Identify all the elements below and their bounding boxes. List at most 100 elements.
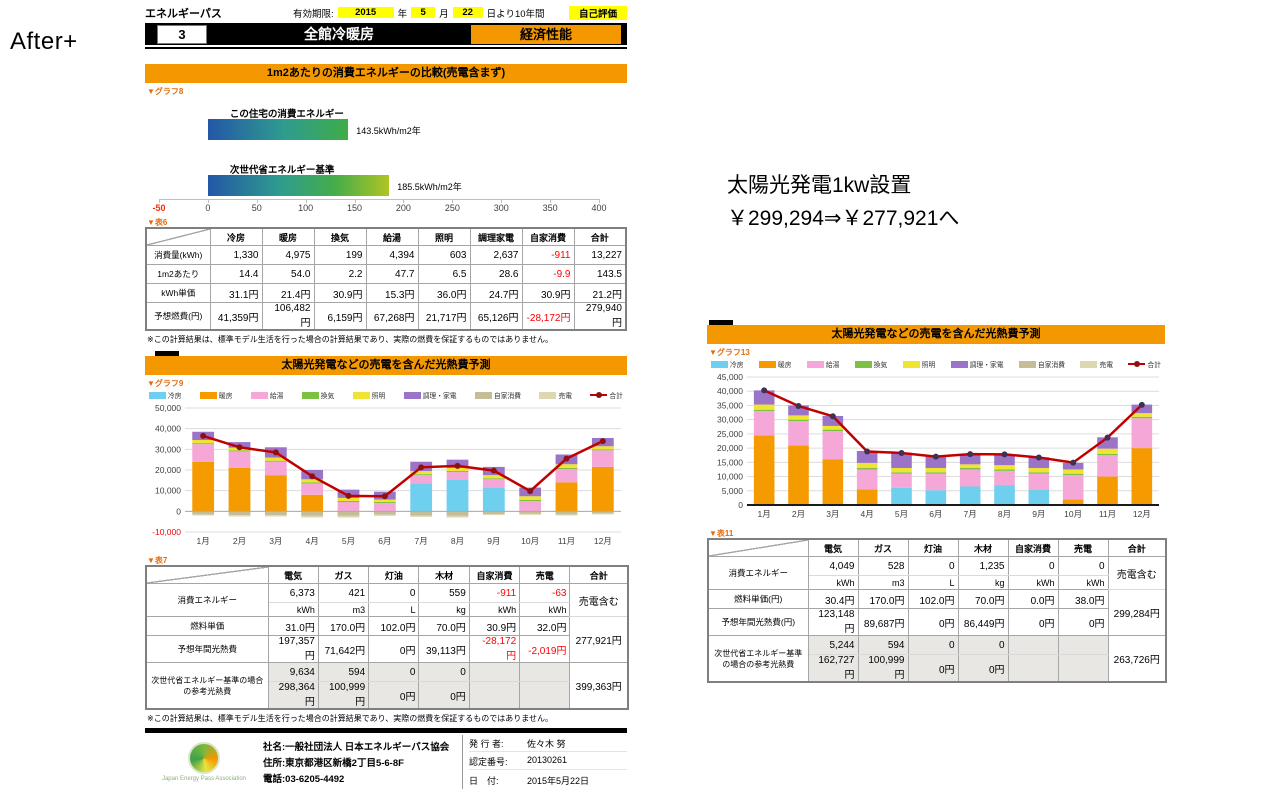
g8-tick-label: -50 xyxy=(152,203,166,213)
table-cell: 2,637 xyxy=(469,245,523,265)
column-header: 給湯 xyxy=(365,227,419,246)
table-cell xyxy=(519,662,571,682)
bar-segment xyxy=(482,514,505,516)
table-cell: 67,268円 xyxy=(365,302,419,331)
y-tick-label: 50,000 xyxy=(155,403,181,413)
table-cell: 14.4 xyxy=(209,264,263,284)
legend-label: 冷房 xyxy=(730,362,744,369)
diagonal-cell xyxy=(145,565,269,584)
column-header: 合計 xyxy=(573,227,627,246)
table-cell: 30.9円 xyxy=(521,283,575,303)
section-marker xyxy=(155,351,179,356)
table-cell: 54.0 xyxy=(261,264,315,284)
total-marker xyxy=(236,444,243,451)
bar-segment xyxy=(264,461,287,476)
y-tick-label: 35,000 xyxy=(717,400,743,410)
mode-title: 全館冷暖房 xyxy=(304,26,374,42)
month-suffix: 月 xyxy=(439,8,449,20)
legend-label: 換気 xyxy=(320,393,335,400)
month-label: 10月 xyxy=(1064,509,1082,519)
row-label: 次世代省エネルギー基準の場合の参考光熱費 xyxy=(145,662,269,710)
bar-segment xyxy=(337,511,360,516)
bar-segment xyxy=(1131,416,1153,419)
column-header: ガス xyxy=(317,565,370,584)
issuer-row: 発 行 者: 佐々木 努 xyxy=(469,736,627,753)
legend-item: 暖房 xyxy=(199,390,233,400)
validity-duration: 日より10年間 xyxy=(486,8,545,20)
legend-item: 売電 xyxy=(539,390,572,400)
bar-segment xyxy=(301,511,324,516)
bar-segment xyxy=(373,514,396,516)
y-tick-label: 40,000 xyxy=(717,386,743,396)
unit-cell: m3 xyxy=(857,575,909,590)
table-cell: 0 xyxy=(1057,556,1109,576)
legend-label: 暖房 xyxy=(777,362,792,369)
column-header: 売電 xyxy=(519,565,571,584)
table-row: 消費エネルギー 4,049 528 0 1,235 0 0 売電含む xyxy=(707,556,1167,590)
y-tick-label: 45,000 xyxy=(717,372,743,382)
column-header: 売電 xyxy=(1057,538,1109,557)
bar-segment xyxy=(753,411,775,436)
bar-segment xyxy=(410,475,433,484)
unit-cell: L xyxy=(368,602,420,617)
bar-segment xyxy=(822,425,844,430)
table-cell: 30.9円 xyxy=(468,616,521,636)
total-marker xyxy=(1138,401,1145,408)
table-row: 次世代省エネルギー基準の場合の参考光熱費 5,244 594 0 0 263,726円 xyxy=(707,635,1167,683)
unit-cell: kWh xyxy=(1057,575,1109,590)
g8-bar xyxy=(207,175,390,196)
total-marker xyxy=(898,449,905,456)
table-cell: 36.0円 xyxy=(417,283,471,303)
bar-segment xyxy=(337,497,360,501)
bar-segment xyxy=(788,405,809,416)
bar-segment xyxy=(301,515,324,518)
diagonal-cell xyxy=(707,538,809,557)
bar-segment xyxy=(1062,473,1084,476)
y-tick-label: 30,000 xyxy=(717,415,743,425)
company-name: 社名:一般社団法人 日本エネルギーパス協会 xyxy=(263,742,450,753)
issuer-label: 発 行 者: xyxy=(469,739,504,750)
bar-segment xyxy=(410,471,433,475)
table-cell: 170.0円 xyxy=(317,616,370,636)
bar-segment xyxy=(1028,473,1050,490)
table-cell: 31.0円 xyxy=(267,616,319,636)
table-row: 予想年間光熱費(円) 123,148円 89,687円 0円 86,449円 0円 0円 xyxy=(707,608,1166,636)
bar-segment xyxy=(555,482,578,512)
table-cell xyxy=(468,681,521,710)
bar-segment xyxy=(519,501,542,512)
disclaimer-note: ※この計算結果は、標準モデル生活を行った場合の計算結果であり、実際の燃費を保証す… xyxy=(147,714,554,723)
bar-segment xyxy=(856,468,878,470)
legend-item: 冷房 xyxy=(149,390,182,400)
table-cell: 603 xyxy=(417,245,471,265)
table-cell: 38.0円 xyxy=(1057,589,1109,609)
month-label: 7月 xyxy=(415,536,428,546)
table-cell: 0円 xyxy=(368,635,420,663)
table-cell: 6,373 xyxy=(267,583,319,603)
bar-segment xyxy=(959,453,981,465)
legend-swatch xyxy=(806,360,824,368)
app-title: エネルギーパス xyxy=(145,7,222,20)
column-header: 木材 xyxy=(957,538,1009,557)
table-cell: 4,049 xyxy=(807,556,859,576)
y-tick-label: 10,000 xyxy=(155,486,181,496)
bar-segment xyxy=(753,409,775,412)
table-row: 燃料単価(円) 30.4円 170.0円 102.0円 70.0円 0.0円 38.0円 29… xyxy=(707,589,1167,636)
bar-segment xyxy=(1131,404,1153,414)
month-label: 12月 xyxy=(594,536,612,546)
month-label: 8月 xyxy=(998,509,1011,519)
month-label: 8月 xyxy=(451,536,464,546)
g8-tick-label: 150 xyxy=(347,203,363,213)
total-marker xyxy=(599,438,606,445)
table-cell: 421 xyxy=(317,583,370,603)
column-header: 自家消費 xyxy=(1007,538,1059,557)
table-cell: 197,357円 xyxy=(267,635,319,663)
column-header: 自家消費 xyxy=(521,227,575,246)
cert-row: 認定番号: 20130261 xyxy=(469,754,627,771)
bar-segment xyxy=(822,459,844,505)
column-header: 調理家電 xyxy=(469,227,523,246)
month-label: 7月 xyxy=(964,509,977,519)
date-label: 日 付: xyxy=(469,775,499,786)
legend-swatch xyxy=(758,360,776,368)
row-label: 消費量(kWh) xyxy=(145,245,211,265)
total-marker xyxy=(967,451,974,458)
